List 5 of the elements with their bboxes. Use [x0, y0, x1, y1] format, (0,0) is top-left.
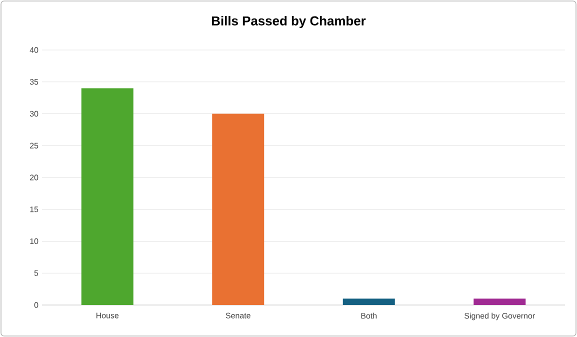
- bar: [212, 114, 264, 305]
- chart-title: Bills Passed by Chamber: [212, 16, 366, 28]
- bar: [474, 298, 526, 305]
- bar: [342, 298, 395, 305]
- bar: [81, 88, 134, 305]
